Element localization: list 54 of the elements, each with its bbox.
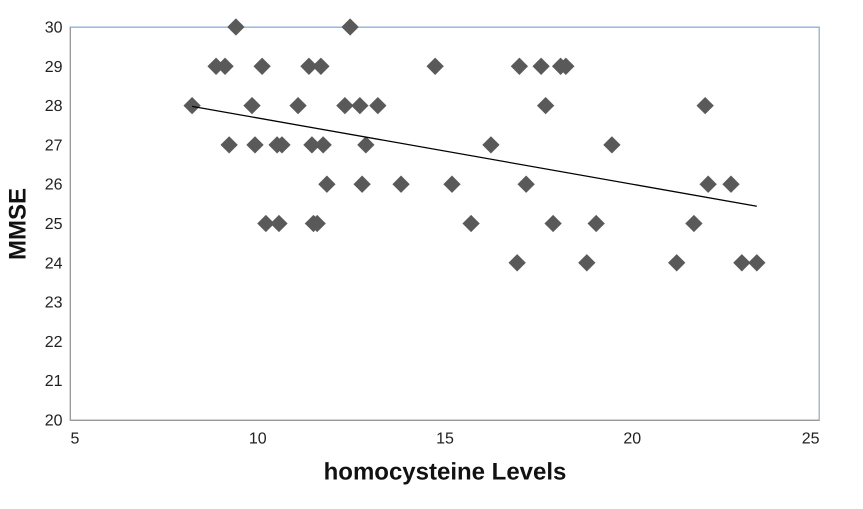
point <box>510 58 528 75</box>
point <box>369 96 386 114</box>
point <box>482 136 500 154</box>
y-tick-label: 21 <box>44 373 63 390</box>
point <box>603 136 621 154</box>
point <box>392 176 410 193</box>
y-tick-label: 29 <box>44 58 63 76</box>
x-tick-label: 15 <box>436 430 454 448</box>
x-tick-label: 20 <box>623 430 642 448</box>
y-tick-label: 30 <box>44 20 63 36</box>
y-tick-label: 20 <box>44 412 63 430</box>
y-tick-label: 22 <box>44 334 63 351</box>
point <box>722 176 740 193</box>
y-tick-label: 25 <box>44 216 63 233</box>
point <box>243 96 261 114</box>
y-tick-label: 24 <box>44 255 63 272</box>
point <box>270 214 288 232</box>
point <box>588 214 605 232</box>
point <box>351 96 369 114</box>
point <box>578 254 596 272</box>
point <box>289 96 307 114</box>
point <box>246 136 264 154</box>
point <box>668 254 686 272</box>
point <box>220 136 238 154</box>
y-tick-label: 27 <box>44 137 63 154</box>
point <box>532 58 550 75</box>
point <box>685 214 703 232</box>
x-tick-label: 5 <box>70 430 80 448</box>
y-axis-title: MMSE <box>4 188 32 260</box>
point <box>443 176 461 193</box>
point <box>699 176 717 193</box>
x-axis-title: homocysteine Levels <box>324 458 566 486</box>
point <box>536 96 554 114</box>
x-tick-label: 10 <box>248 430 267 448</box>
point <box>357 136 375 154</box>
point <box>336 96 354 114</box>
y-tick-label: 23 <box>44 294 63 312</box>
point <box>253 58 271 75</box>
point <box>341 18 359 36</box>
point <box>748 254 766 272</box>
point <box>227 18 245 36</box>
point <box>353 176 371 193</box>
point <box>183 96 201 114</box>
point <box>318 176 336 193</box>
point <box>696 96 714 114</box>
y-tick-label: 28 <box>44 98 63 116</box>
point <box>733 254 751 272</box>
point <box>517 176 535 193</box>
point <box>426 58 444 75</box>
point <box>544 214 562 232</box>
x-tick-label: 25 <box>802 430 820 448</box>
y-tick-label: 26 <box>44 176 63 194</box>
point <box>508 254 526 272</box>
point <box>462 214 480 232</box>
